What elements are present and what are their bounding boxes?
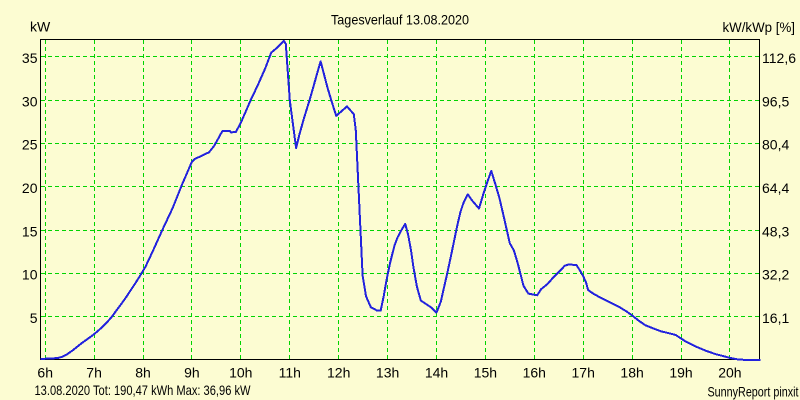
svg-text:14h: 14h: [425, 365, 448, 381]
svg-text:SunnyReport pinxit: SunnyReport pinxit: [708, 384, 799, 400]
svg-text:8h: 8h: [135, 365, 151, 381]
svg-text:11h: 11h: [279, 365, 301, 381]
svg-text:25: 25: [22, 137, 38, 153]
svg-text:20h: 20h: [718, 365, 741, 381]
svg-text:10h: 10h: [229, 365, 252, 381]
svg-text:Tagesverlauf 13.08.2020: Tagesverlauf 13.08.2020: [331, 12, 469, 28]
svg-text:13.08.2020 Tot: 190,47 kWh Max: 13.08.2020 Tot: 190,47 kWh Max: 36,96 kW: [35, 382, 252, 398]
svg-text:13h: 13h: [376, 365, 399, 381]
svg-text:35: 35: [22, 50, 38, 66]
svg-text:80,4: 80,4: [762, 137, 789, 153]
svg-text:5: 5: [30, 310, 38, 326]
svg-text:kW: kW: [30, 19, 51, 35]
svg-text:64,4: 64,4: [762, 180, 789, 196]
svg-text:16h: 16h: [523, 365, 546, 381]
svg-text:18h: 18h: [620, 365, 643, 381]
svg-text:6h: 6h: [37, 365, 53, 381]
svg-text:9h: 9h: [184, 365, 200, 381]
svg-text:12h: 12h: [327, 365, 350, 381]
svg-text:32,2: 32,2: [762, 267, 789, 283]
svg-text:kW/kWp [%]: kW/kWp [%]: [723, 19, 796, 35]
svg-text:30: 30: [22, 93, 38, 109]
svg-text:7h: 7h: [86, 365, 102, 381]
svg-text:20: 20: [22, 180, 38, 196]
svg-text:112,6: 112,6: [762, 50, 796, 66]
svg-text:17h: 17h: [572, 365, 595, 381]
svg-text:96,5: 96,5: [762, 93, 789, 109]
svg-text:16,1: 16,1: [762, 310, 789, 326]
svg-text:10: 10: [22, 267, 38, 283]
svg-text:48,3: 48,3: [762, 223, 789, 239]
svg-text:15h: 15h: [474, 365, 497, 381]
svg-text:15: 15: [22, 223, 38, 239]
svg-text:19h: 19h: [669, 365, 692, 381]
